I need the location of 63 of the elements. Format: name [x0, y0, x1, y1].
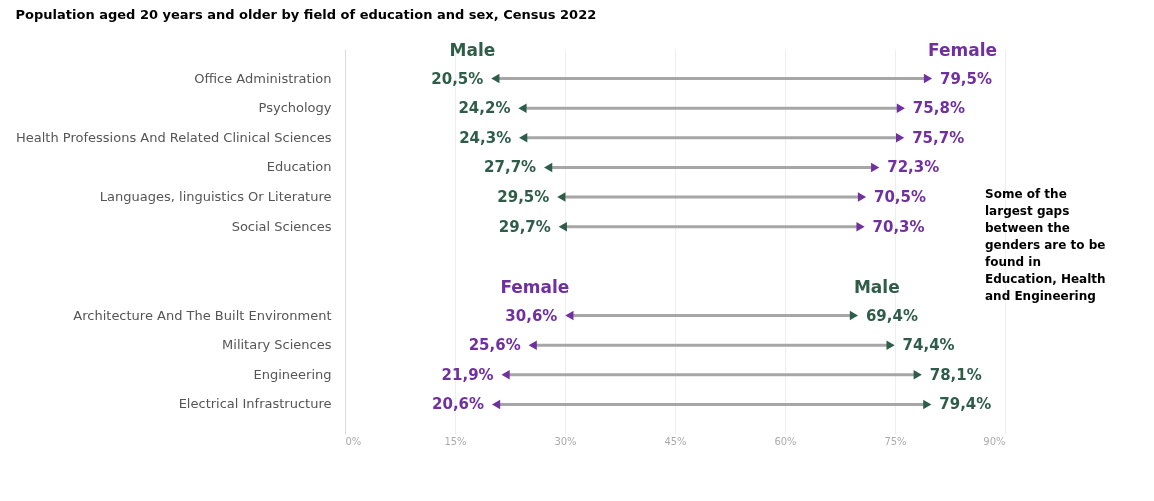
point — [518, 103, 527, 113]
y-tick-label: Electrical Infrastructure — [178, 396, 332, 412]
point — [528, 340, 537, 350]
annotation: Some of the largest gaps between the genders are to be found in Education, Health and Engineering — [985, 187, 1106, 303]
point — [491, 399, 501, 410]
point — [501, 370, 510, 380]
point — [856, 221, 865, 232]
x-tick-label: 15% — [444, 435, 467, 447]
data-label: 70,3% — [872, 217, 925, 236]
x-tick-label: 0% — [345, 435, 362, 447]
point — [886, 340, 895, 350]
text: Male — [853, 276, 900, 297]
series-label: Male — [449, 39, 496, 60]
chart-title: Population aged 20 years and older by field of education and sex, Census 2022 — [15, 6, 597, 22]
y-tick-label: Architecture And The Built Environment — [73, 307, 332, 323]
data-label: 75,7% — [912, 128, 965, 147]
data-label: 24,2% — [458, 99, 511, 118]
x-tick-label: 30% — [554, 435, 577, 447]
x-tick-label: 90% — [983, 435, 1006, 447]
series-label: Female — [928, 39, 997, 60]
point — [491, 73, 500, 84]
point — [849, 310, 859, 321]
point — [557, 192, 566, 202]
data-label: 27,7% — [484, 158, 537, 177]
data-label: 29,5% — [497, 188, 550, 207]
data-label: 74,4% — [902, 336, 955, 355]
point — [857, 192, 867, 202]
y-tick-label: Military Sciences — [222, 337, 332, 353]
data-label: 25,6% — [468, 336, 521, 355]
data-label: 30,6% — [505, 306, 558, 325]
data-label: 75,8% — [912, 99, 965, 118]
data-label: 24,3% — [459, 128, 512, 147]
point — [913, 370, 922, 380]
point — [519, 133, 528, 143]
data-label: 20,6% — [432, 395, 485, 414]
data-label: 79,4% — [939, 395, 992, 414]
point — [871, 162, 880, 173]
x-tick-label: 45% — [664, 435, 687, 447]
text: Female — [500, 276, 570, 297]
y-tick-label: Psychology — [258, 100, 332, 116]
point — [544, 162, 553, 173]
point — [923, 399, 932, 410]
data-label: 79,5% — [940, 69, 993, 88]
data-label: 78,1% — [929, 365, 982, 384]
x-tick-label: 60% — [774, 435, 797, 447]
data-label: 72,3% — [887, 158, 940, 177]
point — [565, 310, 574, 321]
data-label: 69,4% — [865, 306, 918, 325]
point — [896, 103, 905, 113]
point — [558, 221, 567, 232]
x-tick-label: 75% — [884, 435, 907, 447]
data-label: 29,7% — [498, 217, 551, 236]
data-label: 20,5% — [431, 69, 484, 88]
point — [896, 133, 905, 143]
point — [923, 73, 933, 84]
y-tick-label: Social Sciences — [231, 218, 332, 234]
data-label: 21,9% — [441, 365, 494, 384]
y-tick-label: Education — [266, 159, 332, 175]
y-tick-label: Office Administration — [194, 70, 332, 86]
data-label: 70,5% — [874, 188, 927, 207]
y-tick-label: Health Professions And Related Clinical Sciences — [16, 129, 332, 145]
y-tick-label: Languages, linguistics Or Literature — [99, 189, 332, 205]
y-tick-label: Engineering — [253, 366, 332, 382]
